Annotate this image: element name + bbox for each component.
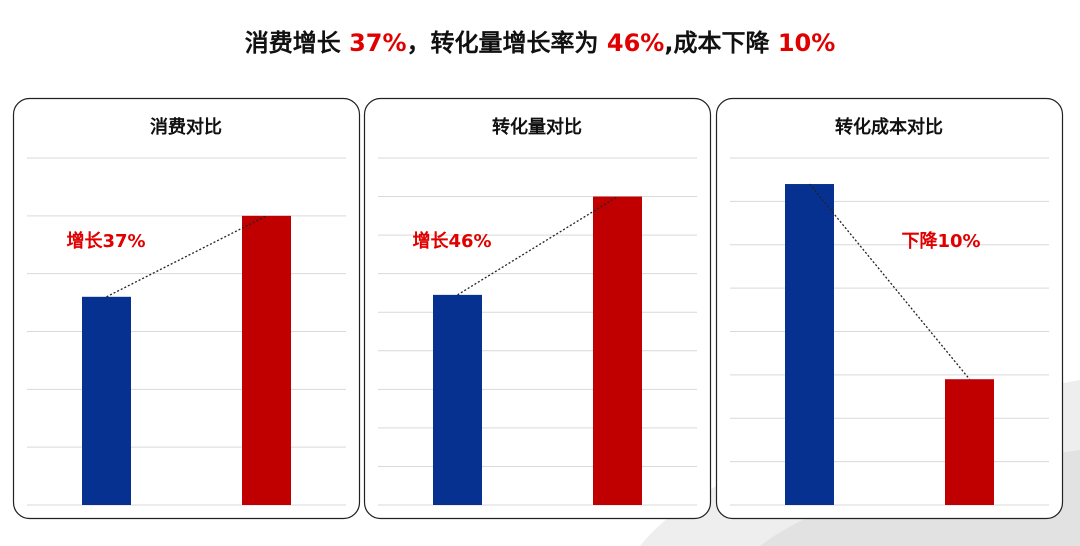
panel-frame	[715, 97, 1064, 520]
title-part: 消费增长	[245, 29, 349, 57]
bar	[82, 296, 131, 505]
annotation: 下降10%	[901, 230, 980, 252]
chart-title: 转化量对比	[492, 116, 582, 138]
panel-frame	[12, 97, 361, 520]
annotation: 增长46%	[412, 230, 491, 252]
title-part: 10%	[778, 29, 835, 57]
bar	[242, 215, 291, 506]
trend-line	[106, 215, 267, 298]
annotation: 增长37%	[66, 230, 145, 252]
slide-title: 消费增长 37%，转化量增长率为 46%,成本下降 10%	[245, 29, 836, 57]
bar	[945, 379, 994, 505]
title-part: ,成本下降	[664, 29, 777, 57]
title-part: 46%	[607, 29, 664, 57]
bar	[785, 184, 834, 505]
trend-line	[457, 196, 618, 296]
title-part: 37%	[349, 29, 406, 57]
bar	[433, 294, 482, 505]
panel-frame	[363, 97, 712, 520]
title-part: ，转化量增长率为	[407, 29, 607, 57]
chart-title: 消费对比	[150, 116, 222, 138]
chart-title: 转化成本对比	[835, 116, 943, 138]
bar	[593, 196, 642, 506]
